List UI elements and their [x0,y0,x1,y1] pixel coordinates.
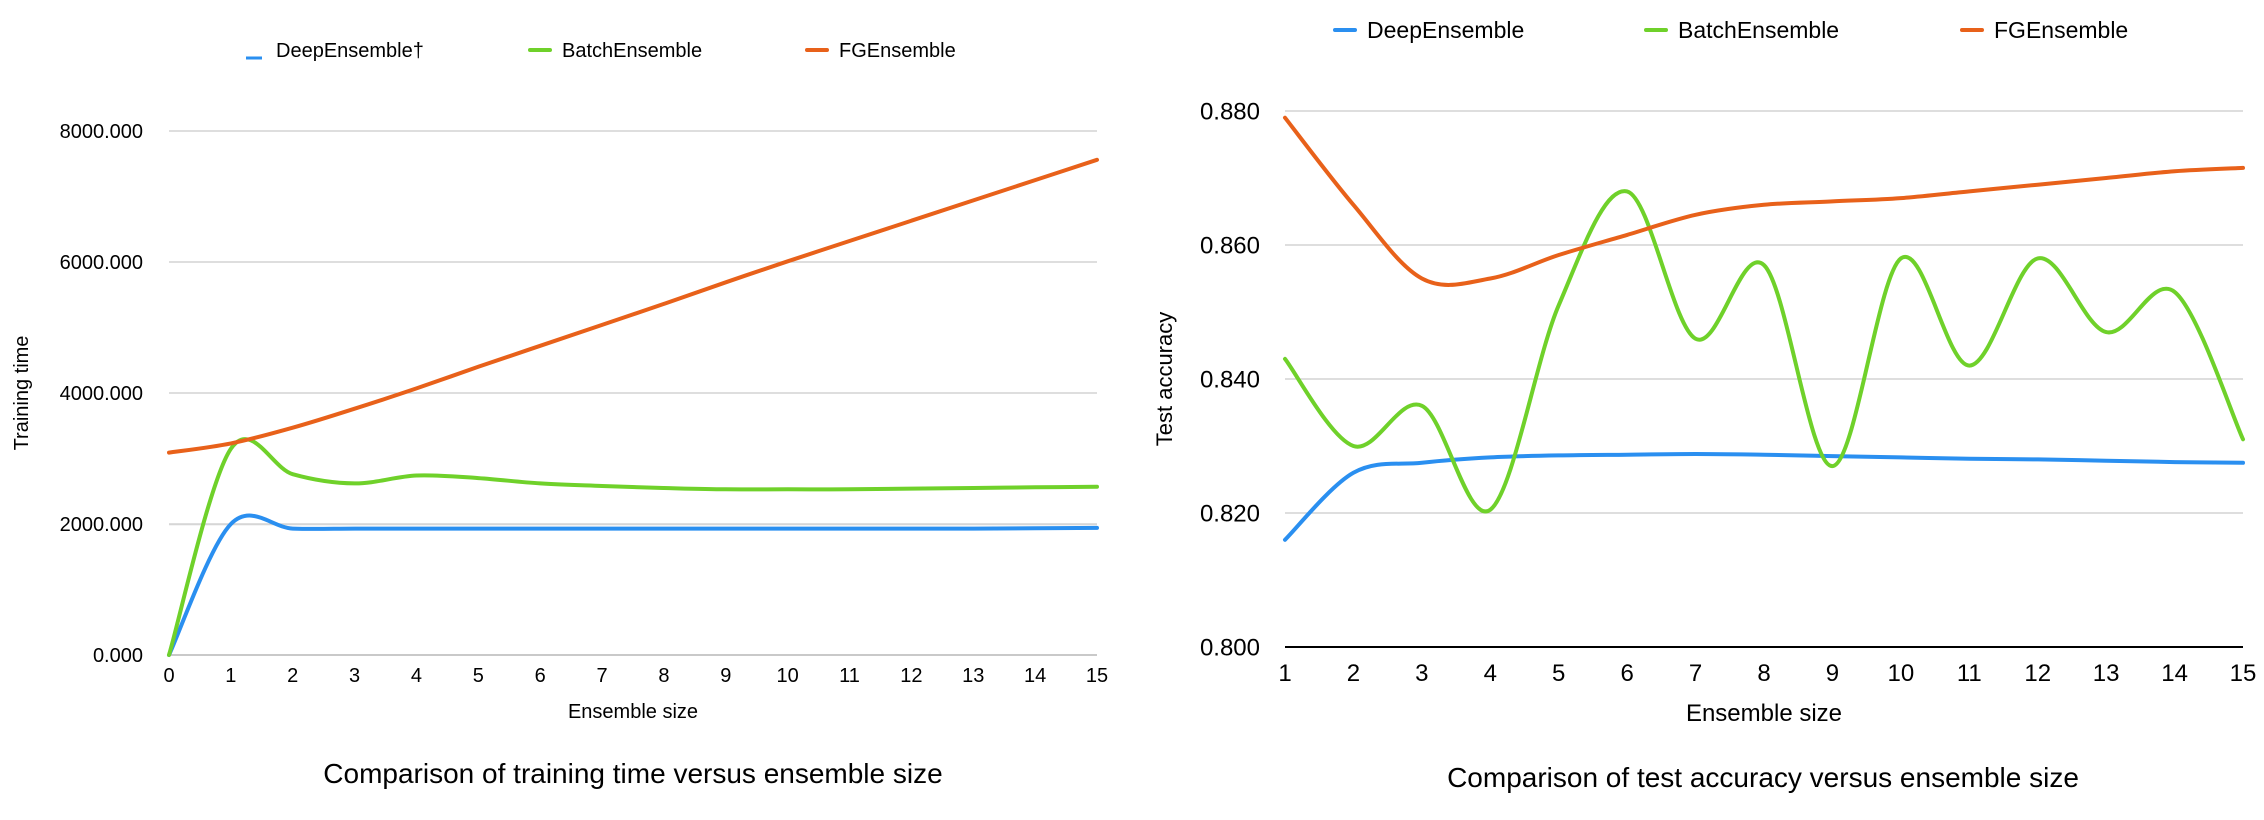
series-line-deepensemble [1283,452,2245,542]
series-line-deepensemble [167,513,1099,657]
legend-label-fgensemble: FGEnsemble [839,40,956,62]
x-tick-label: 4 [411,665,422,687]
x-tick-label: 3 [1415,660,1428,687]
x-tick-label: 8 [658,665,669,687]
series-line-batchensemble [167,437,1099,657]
y-axis-label: Test accuracy [1152,312,1177,447]
series-line-fgensemble [1283,115,2245,287]
x-tick-label: 1 [225,665,236,687]
x-tick-label: 2 [287,665,298,687]
x-tick-label: 12 [2024,660,2051,687]
y-tick-label: 0.000 [93,645,143,667]
x-tick-label: 8 [1757,660,1770,687]
x-tick-label: 5 [473,665,484,687]
y-tick-label: 0.860 [1200,232,1260,259]
legend-label-deepensemble: DeepEnsemble [1367,17,1524,43]
x-tick-label: 14 [1024,665,1046,687]
y-tick-label: 6000.000 [60,252,143,274]
x-tick-label: 15 [1086,665,1108,687]
x-tick-label: 1 [1278,660,1291,687]
y-axis-label: Training time [11,336,33,451]
y-tick-label: 0.800 [1200,634,1260,661]
chart-caption: Comparison of test accuracy versus ensem… [1447,762,2079,793]
x-tick-label: 7 [1689,660,1702,687]
x-tick-label: 7 [597,665,608,687]
x-tick-label: 14 [2161,660,2188,687]
x-tick-label: 4 [1484,660,1497,687]
x-tick-label: 11 [1957,660,1982,687]
chart-caption: Comparison of training time versus ensem… [323,758,942,789]
x-tick-label: 15 [2230,660,2257,687]
legend-label-batchensemble: BatchEnsemble [562,40,702,62]
y-tick-label: 4000.000 [60,383,143,405]
y-tick-label: 0.820 [1200,500,1260,527]
x-tick-label: 6 [535,665,546,687]
y-tick-label: 8000.000 [60,121,143,143]
legend-label-deepensemble: DeepEnsemble† [276,40,424,62]
y-tick-label: 0.880 [1200,98,1260,125]
x-tick-label: 10 [1888,660,1915,687]
x-tick-label: 3 [349,665,360,687]
x-tick-label: 13 [2093,660,2120,687]
y-tick-label: 2000.000 [60,514,143,536]
x-tick-label: 10 [777,665,799,687]
legend-label-batchensemble: BatchEnsemble [1678,17,1839,43]
x-tick-label: 13 [962,665,984,687]
x-tick-label: 0 [163,665,174,687]
x-tick-label: 11 [839,665,860,687]
y-tick-label: 0.840 [1200,366,1260,393]
series-line-batchensemble [1283,189,2245,514]
series-line-fgensemble [167,157,1099,455]
x-tick-label: 12 [900,665,922,687]
x-tick-label: 6 [1620,660,1633,687]
x-tick-label: 5 [1552,660,1565,687]
x-tick-label: 9 [1826,660,1839,687]
x-tick-label: 9 [720,665,731,687]
x-axis-label: Ensemble size [1686,700,1842,727]
x-axis-label: Ensemble size [568,701,698,723]
x-tick-label: 2 [1347,660,1360,687]
legend-label-fgensemble: FGEnsemble [1994,17,2128,43]
